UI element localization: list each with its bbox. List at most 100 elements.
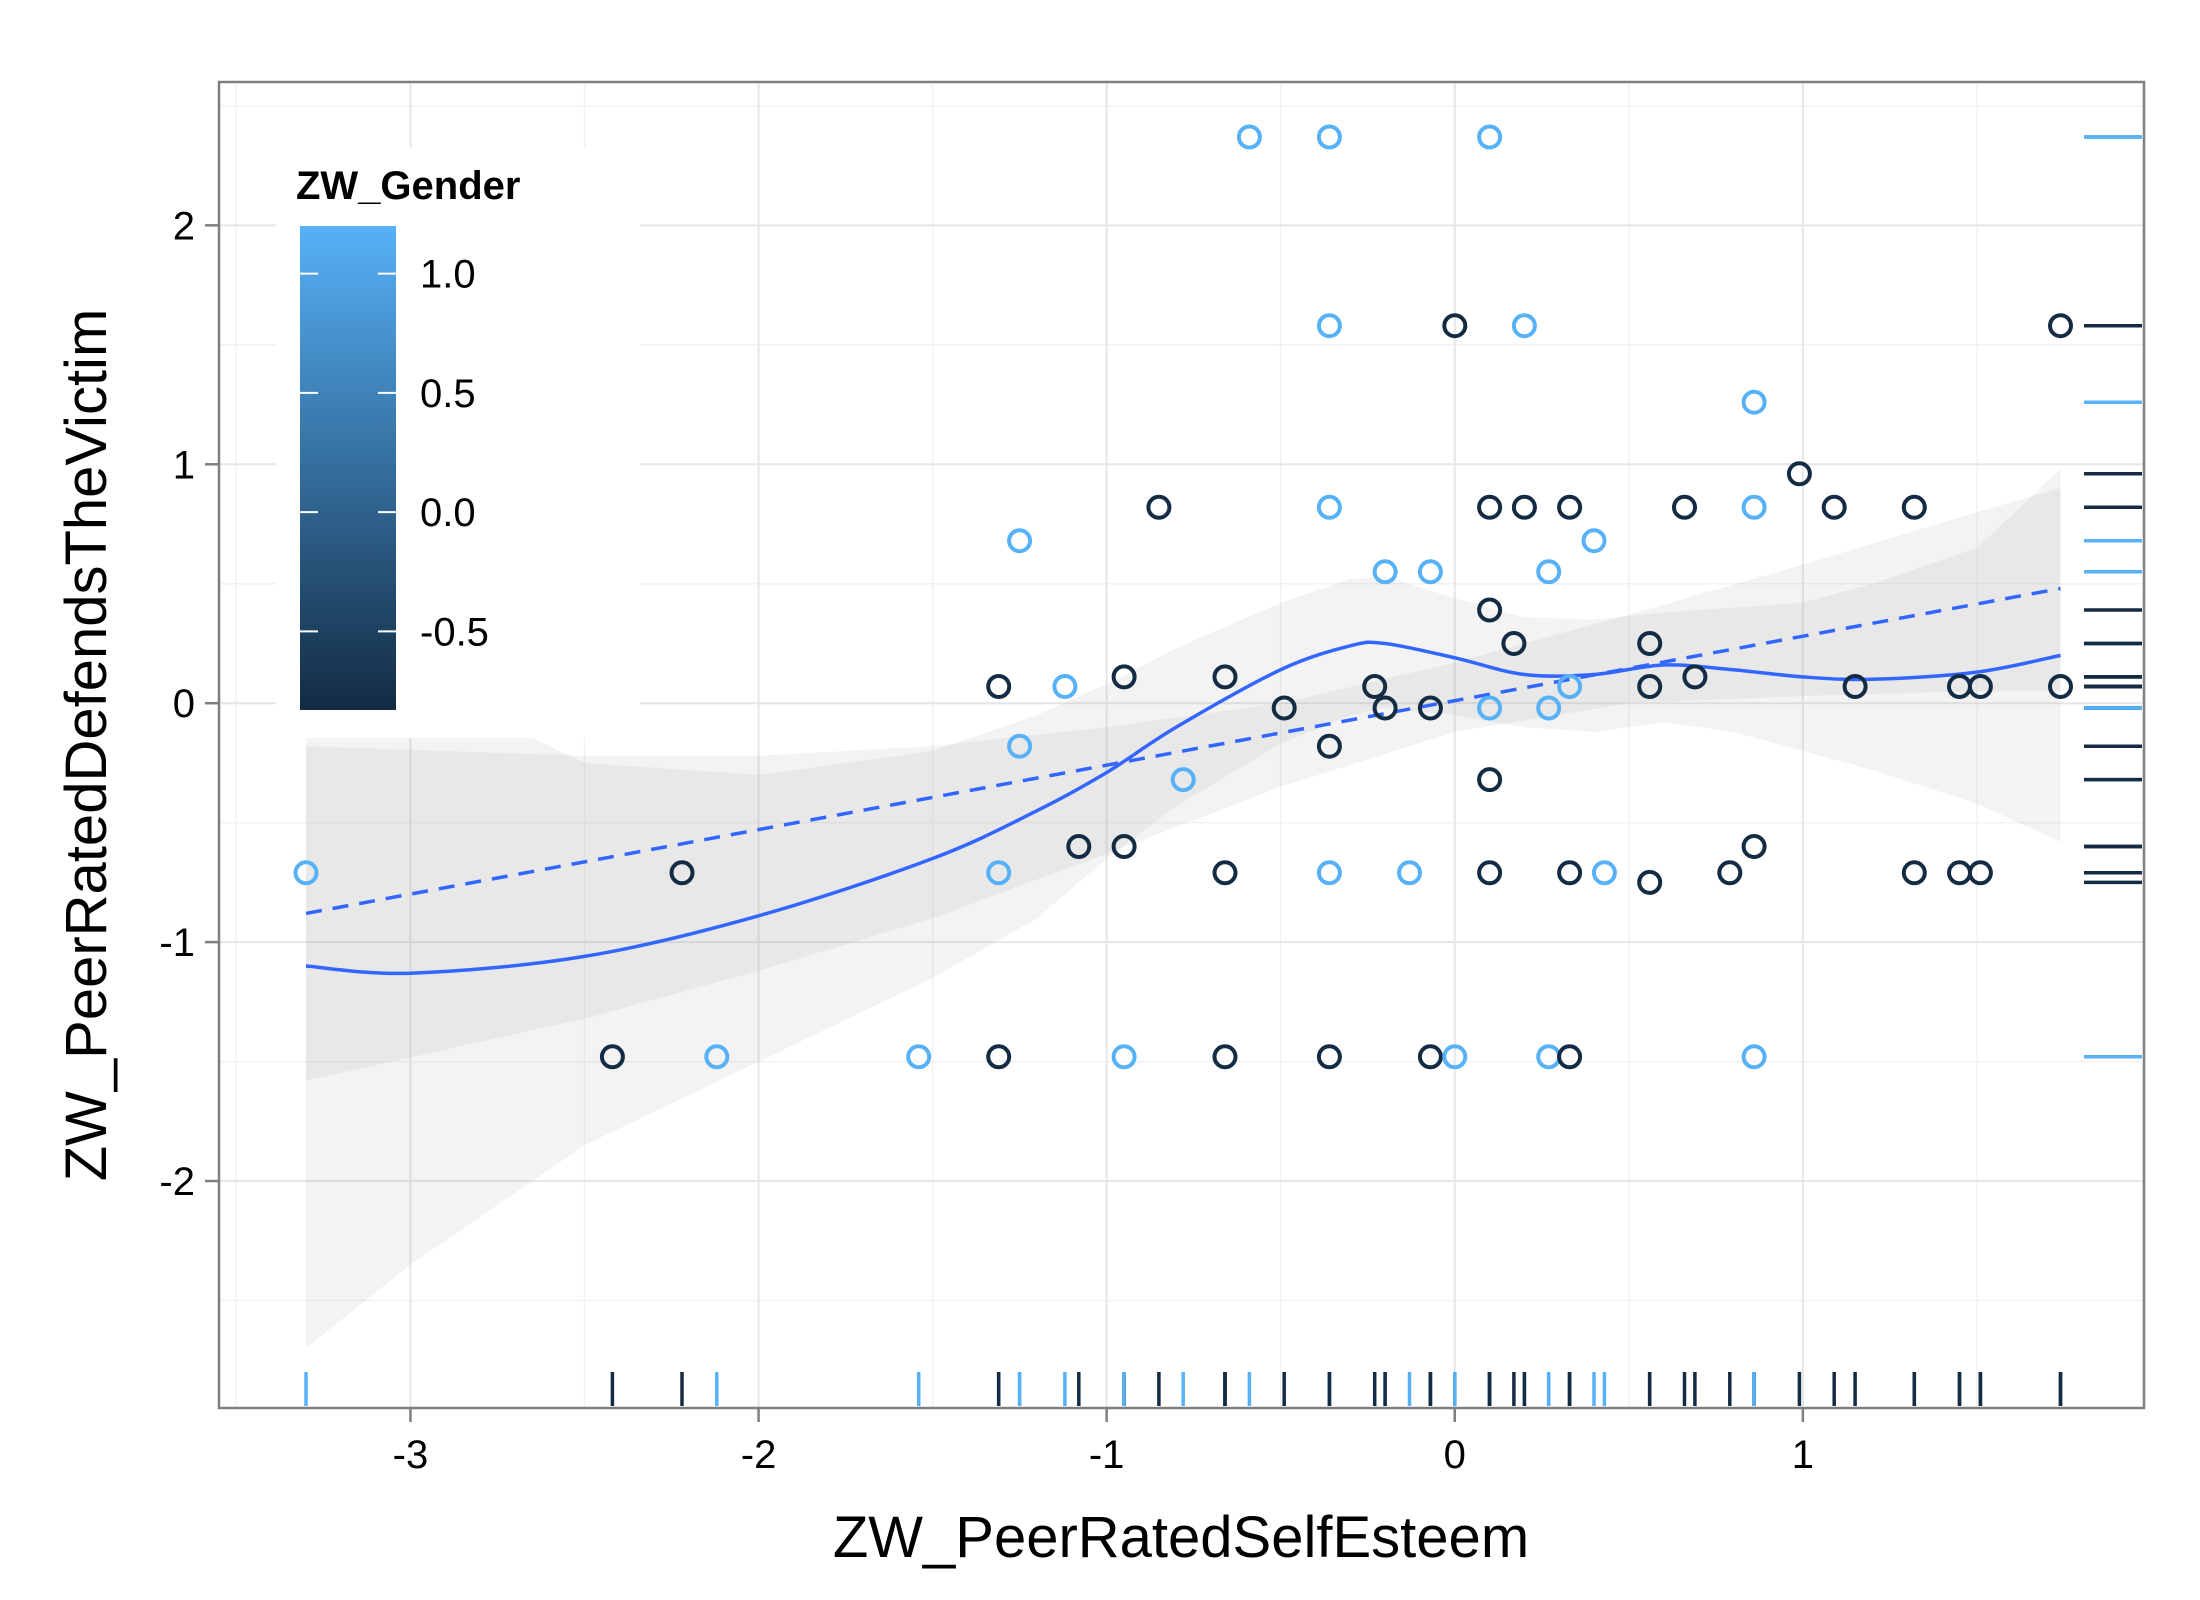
x-tick-label: 0 xyxy=(1444,1433,1466,1477)
legend-tick-label: 0.0 xyxy=(420,491,476,535)
data-points xyxy=(293,124,2073,1070)
data-point xyxy=(1477,767,1503,793)
data-point xyxy=(1477,860,1503,886)
data-point xyxy=(1901,860,1927,886)
data-point xyxy=(1741,834,1767,859)
data-point xyxy=(1316,1044,1342,1070)
legend-ticks: 1.0 0.5 0.0 -0.5 xyxy=(300,253,489,654)
linear-fit-line xyxy=(305,586,2061,916)
data-point xyxy=(1511,313,1537,339)
data-point xyxy=(1362,674,1388,699)
data-point xyxy=(1821,494,1847,520)
data-point xyxy=(1842,674,1868,699)
data-point xyxy=(1442,313,1468,339)
plot-border xyxy=(217,80,2146,1410)
data-point xyxy=(1967,674,1993,699)
y-rug-marks xyxy=(2084,135,2142,1059)
loess-confidence-band xyxy=(306,469,2061,1349)
data-point xyxy=(1372,559,1398,585)
data-point xyxy=(1442,1044,1468,1070)
data-point xyxy=(1417,559,1443,585)
data-point xyxy=(1170,767,1196,793)
data-point xyxy=(1007,733,1033,759)
x-rug-marks xyxy=(304,1372,2063,1406)
x-tick-label: 1 xyxy=(1792,1433,1814,1477)
data-point xyxy=(1501,631,1527,656)
data-point xyxy=(1212,664,1238,690)
data-point xyxy=(1536,559,1562,585)
data-point xyxy=(293,860,319,886)
data-point xyxy=(1672,494,1697,520)
data-point xyxy=(1536,695,1562,721)
data-point xyxy=(1637,869,1663,895)
data-point xyxy=(1316,860,1342,886)
legend-colorbar xyxy=(300,226,396,710)
data-point xyxy=(1316,494,1342,520)
y-tick-label: 0 xyxy=(173,682,195,726)
loess-fit-line xyxy=(305,640,2061,976)
data-point xyxy=(1637,674,1663,699)
legend-title: ZW_Gender xyxy=(296,164,520,208)
data-point xyxy=(1316,124,1342,150)
data-point xyxy=(704,1044,730,1070)
data-point xyxy=(1786,461,1812,487)
y-tick-label: -1 xyxy=(159,921,195,965)
data-point xyxy=(986,860,1012,886)
confidence-bands xyxy=(306,469,2061,1349)
y-tick-label: 2 xyxy=(173,204,195,248)
data-point xyxy=(1591,860,1617,886)
data-point xyxy=(1417,1044,1443,1070)
data-point xyxy=(1111,834,1137,859)
data-point xyxy=(1007,528,1033,554)
data-point xyxy=(986,1044,1012,1070)
data-point xyxy=(1316,733,1342,759)
y-axis-ticks: -2 -1 0 1 2 xyxy=(159,204,219,1204)
data-point xyxy=(1477,695,1503,721)
data-point xyxy=(1682,664,1708,690)
x-axis-title: ZW_PeerRatedSelfEsteem xyxy=(833,1505,1529,1570)
data-point xyxy=(986,674,1012,699)
x-axis-ticks: -3 -2 -1 0 1 xyxy=(393,1408,1814,1477)
x-tick-label: -2 xyxy=(741,1433,777,1477)
color-legend: ZW_Gender 1.0 0.5 0.0 -0.5 xyxy=(276,148,640,738)
data-point xyxy=(1741,1044,1767,1070)
data-point xyxy=(1581,528,1607,554)
data-point xyxy=(1477,124,1503,150)
data-point xyxy=(1066,834,1092,859)
data-point xyxy=(1741,494,1767,520)
data-point xyxy=(1316,313,1342,339)
data-point xyxy=(1111,1044,1137,1070)
legend-tick-label: 0.5 xyxy=(420,372,476,416)
data-point xyxy=(1741,389,1767,415)
data-point xyxy=(1477,494,1503,520)
legend-tick-label: -0.5 xyxy=(420,610,489,654)
data-point xyxy=(1236,124,1262,150)
legend-tick-label: 1.0 xyxy=(420,253,476,297)
data-point xyxy=(1146,494,1172,520)
data-point xyxy=(2048,674,2073,699)
x-tick-label: -3 xyxy=(393,1433,429,1477)
data-point xyxy=(1212,1044,1238,1070)
fit-lines xyxy=(305,586,2061,976)
y-tick-label: 1 xyxy=(173,443,195,487)
data-point xyxy=(669,860,695,886)
data-point xyxy=(1417,695,1443,721)
data-point xyxy=(1557,674,1583,699)
data-point xyxy=(1397,860,1422,886)
data-point xyxy=(1511,494,1537,520)
data-point xyxy=(1637,631,1663,656)
y-axis-title: ZW_PeerRatedDefendsTheVictim xyxy=(54,309,119,1182)
data-point xyxy=(1271,695,1297,721)
data-point xyxy=(906,1044,932,1070)
data-point xyxy=(1557,494,1583,520)
data-point xyxy=(2048,313,2073,339)
data-point xyxy=(1212,860,1238,886)
data-point xyxy=(1717,860,1743,886)
data-point xyxy=(1372,695,1398,721)
data-point xyxy=(1901,494,1927,520)
y-tick-label: -2 xyxy=(159,1160,195,1204)
data-point xyxy=(599,1044,625,1070)
data-point xyxy=(1052,674,1078,699)
data-point xyxy=(1557,860,1583,886)
